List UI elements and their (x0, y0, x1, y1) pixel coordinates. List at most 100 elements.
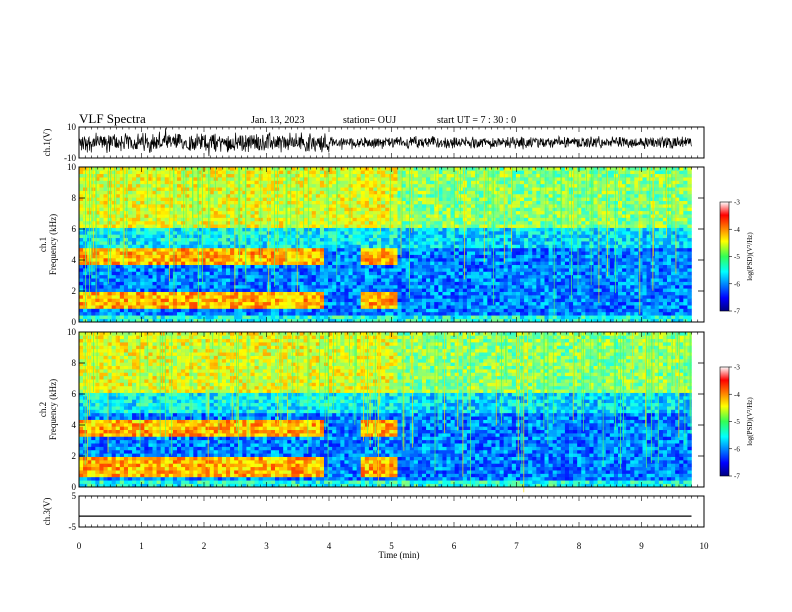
spectrogram-cell (115, 315, 121, 319)
spectrogram-cell (446, 214, 451, 218)
spectrogram-cell (405, 227, 411, 232)
spectrogram-cell (193, 187, 198, 191)
spectrogram-cell (132, 200, 137, 205)
spectrogram-cell (152, 217, 157, 222)
spectrogram-cell (283, 241, 288, 245)
spectrogram-cell (152, 231, 157, 235)
spectrogram-cell (364, 204, 370, 208)
spectrogram-cell (479, 204, 484, 208)
spectrogram-cell (422, 237, 427, 242)
spectrogram-cell (348, 291, 353, 296)
spectrogram-cell (422, 177, 427, 181)
spectrogram-cell (430, 264, 435, 269)
spectrogram-cell (234, 237, 239, 242)
spectrogram-cell (307, 295, 313, 299)
spectrogram-cell (381, 254, 386, 259)
spectrogram-cell (401, 301, 406, 306)
spectrogram-cell (364, 291, 370, 296)
spectrogram-cell (230, 190, 235, 195)
spectrogram-cell (103, 315, 108, 319)
spectrogram-cell (205, 244, 210, 249)
spectrogram-cell (422, 278, 427, 282)
spectrogram-cell (250, 301, 255, 306)
spectrogram-cell (311, 318, 317, 323)
spectrogram-cell (177, 264, 182, 269)
spectrogram-cell (189, 254, 194, 259)
spectrogram-cell (95, 207, 100, 212)
spectrogram-cell (319, 261, 325, 266)
spectrogram-cell (413, 180, 419, 185)
spectrogram-cell (209, 210, 215, 215)
spectrogram-cell (471, 177, 476, 181)
spectrogram-cell (279, 170, 284, 175)
spectrogram-cell (226, 318, 231, 323)
spectrogram-cell (287, 288, 292, 292)
spectrogram-cell (409, 308, 415, 313)
spectrogram-cell (270, 295, 276, 299)
spectrogram-cell (217, 274, 223, 279)
spectrogram-cell (238, 291, 243, 296)
spectrogram-cell (148, 227, 153, 232)
spectrogram-cell (99, 254, 104, 259)
spectrogram-cell (148, 220, 153, 225)
spectrogram-cell (103, 220, 108, 225)
spectrogram-cell (475, 318, 480, 323)
spectrogram-cell (295, 315, 300, 319)
spectrogram-cell (242, 220, 247, 225)
spectrogram-cell (295, 301, 300, 306)
spectrogram-cell (152, 183, 157, 188)
spectrogram-cell (405, 231, 411, 235)
spectrogram-cell (213, 261, 219, 266)
spectrogram-cell (254, 167, 259, 171)
spectrogram-cell (99, 318, 104, 323)
spectrogram-cell (315, 257, 321, 262)
spectrogram-cell (148, 261, 153, 266)
spectrogram-cell (156, 298, 161, 303)
spectrogram-cell (189, 200, 194, 205)
spectrogram-cell (336, 183, 341, 188)
spectrogram-cell (328, 254, 333, 259)
spectrogram-cell (373, 305, 378, 309)
spectrogram-cell (152, 207, 157, 212)
spectrogram-cell (397, 180, 402, 185)
spectrogram-cell (238, 298, 243, 303)
spectrogram-cell (234, 268, 239, 272)
spectrogram-cell (475, 284, 480, 289)
spectrogram-cell (177, 214, 182, 218)
spectrogram-cell (413, 301, 419, 306)
spectrogram-cell (352, 311, 357, 316)
spectrogram-cell (205, 251, 210, 255)
spectrogram-cell (152, 295, 157, 299)
spectrogram-cell (446, 167, 451, 171)
spectrogram-cell (148, 281, 153, 286)
spectrogram-cell (499, 220, 504, 225)
spectrogram-cell (332, 217, 337, 222)
spectrogram-cell (442, 305, 447, 309)
spectrogram-cell (123, 204, 129, 208)
spectrogram-cell (115, 177, 121, 181)
spectrogram-cell (393, 234, 398, 239)
spectrogram-cell (156, 308, 161, 313)
spectrogram-cell (405, 173, 411, 178)
spectrogram-cell (352, 210, 357, 215)
spectrogram-cell (95, 284, 100, 289)
spectrogram-cell (430, 257, 435, 262)
spectrogram-cell (262, 315, 268, 319)
spectrogram-cell (156, 183, 161, 188)
spectrogram-cell (324, 227, 329, 232)
spectrogram-cell (368, 193, 374, 198)
spectrogram-cell (471, 207, 476, 212)
spectrogram-cell (246, 200, 251, 205)
spectrogram-cell (430, 291, 435, 296)
spectrogram-cell (254, 241, 259, 245)
spectrogram-cell (148, 305, 153, 309)
spectrogram-cell (364, 237, 370, 242)
spectrogram-cell (111, 315, 117, 319)
spectrogram-cell (377, 197, 382, 201)
spectrogram-cell (95, 271, 100, 276)
spectrogram-cell (234, 173, 239, 178)
spectrogram-cell (181, 281, 186, 286)
spectrogram-cell (181, 220, 186, 225)
spectrogram-cell (299, 197, 304, 201)
spectrogram-cell (426, 268, 431, 272)
